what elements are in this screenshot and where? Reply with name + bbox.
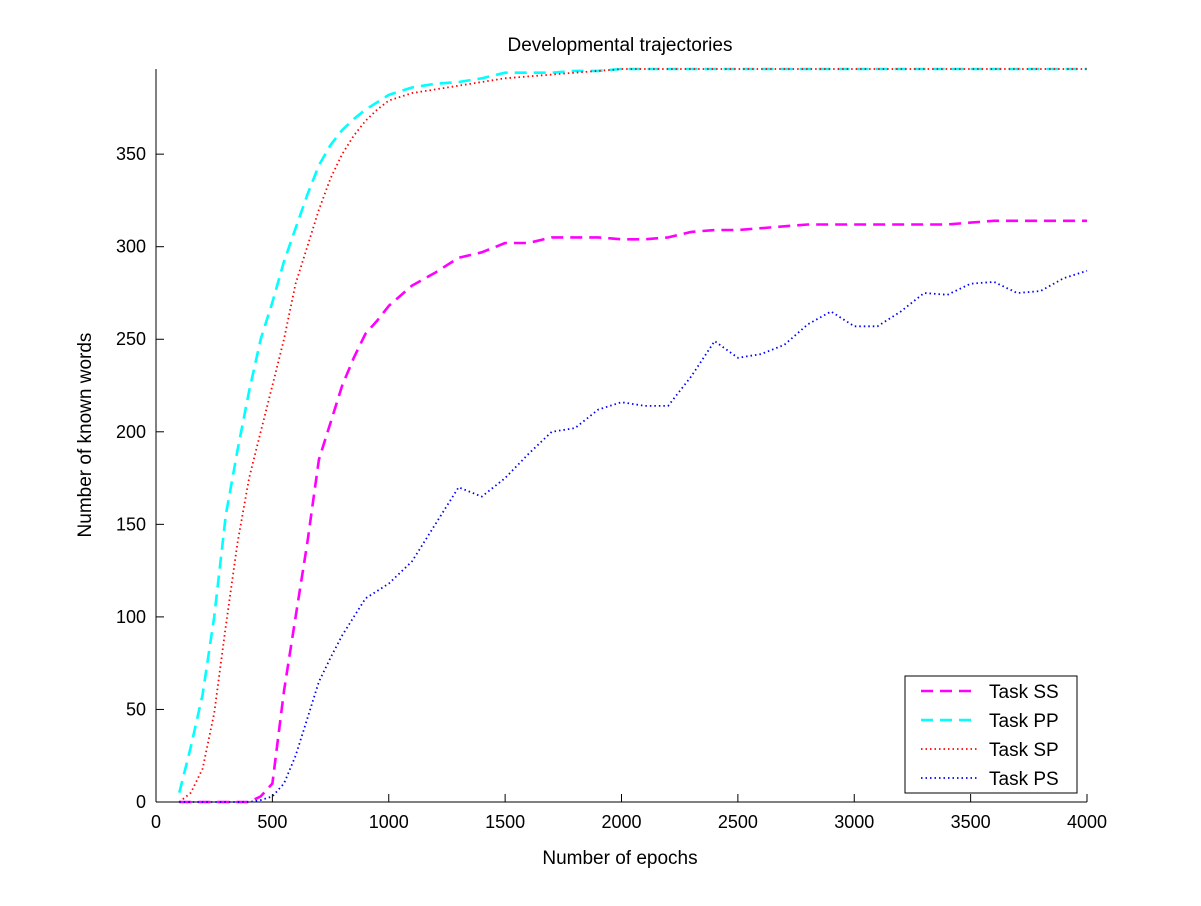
- x-tick-label: 3500: [951, 812, 991, 832]
- x-axis-title: Number of epochs: [542, 848, 697, 869]
- series-line-task-ss: [179, 219, 1087, 804]
- y-tick-label: 50: [126, 699, 146, 719]
- y-tick-label: 300: [116, 237, 146, 257]
- y-tick-label: 0: [136, 792, 146, 812]
- legend-label: Task PP: [989, 711, 1059, 732]
- legend-label: Task PS: [989, 769, 1059, 790]
- legend-label: Task SP: [989, 740, 1059, 761]
- chart-title: Developmental trajectories: [508, 35, 733, 56]
- x-tick-label: 0: [151, 812, 161, 832]
- y-axis-title: Number of known words: [75, 333, 96, 538]
- x-tick-label: 4000: [1067, 812, 1107, 832]
- series-line-task-sp: [178, 68, 1087, 803]
- y-tick-label: 250: [116, 329, 146, 349]
- legend: Task SS Task PP Task SP Task PS: [904, 675, 1078, 794]
- y-tick-label: 150: [116, 514, 146, 534]
- x-tick-label: 2000: [601, 812, 641, 832]
- x-tick-label: 1000: [369, 812, 409, 832]
- x-tick-label: 3000: [834, 812, 874, 832]
- series-line-task-pp: [178, 67, 1087, 794]
- x-tick-label: 500: [257, 812, 287, 832]
- x-tick-label: 2500: [718, 812, 758, 832]
- x-tick-label: 1500: [485, 812, 525, 832]
- plot-area: 0 500 1000 1500 2000 2500 3000 3500 4000 0 50 100 15…: [116, 67, 1107, 832]
- y-tick-label: 100: [116, 607, 146, 627]
- y-tick-label: 200: [116, 422, 146, 442]
- legend-label: Task SS: [989, 682, 1059, 703]
- y-tick-label: 350: [116, 144, 146, 164]
- legend-box: [904, 675, 1078, 794]
- series-line-task-ps: [179, 269, 1088, 803]
